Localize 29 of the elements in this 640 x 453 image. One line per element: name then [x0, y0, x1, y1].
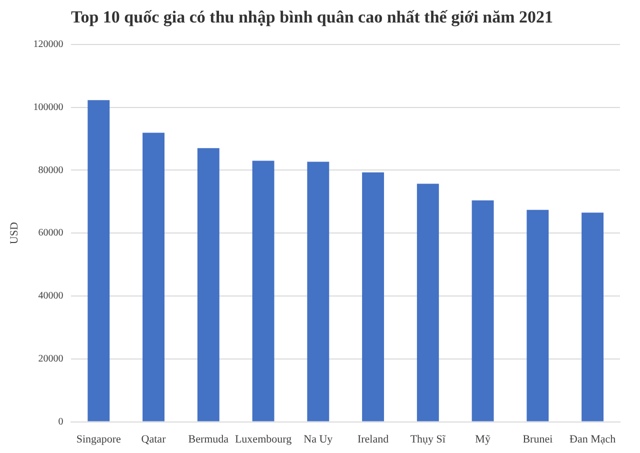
bar [526, 210, 549, 422]
chart-title: Top 10 quốc gia có thu nhập bình quân cao nhất thế giới năm 2021 [70, 8, 554, 27]
bar [362, 172, 384, 422]
y-tick-label: 100000 [33, 102, 64, 113]
bar [88, 100, 110, 422]
y-tick-label: 80000 [38, 164, 64, 176]
x-tick-label: Ireland [357, 433, 390, 446]
y-axis-title: USD [8, 222, 20, 244]
bar [472, 200, 494, 422]
x-tick-label: Mỹ [475, 433, 491, 446]
bar [582, 212, 604, 422]
x-tick-label: Singapore [76, 433, 122, 446]
bar [142, 132, 164, 422]
y-tick-label: 0 [58, 416, 64, 428]
y-tick-label: 20000 [38, 354, 64, 365]
x-tick-label: Qatar [141, 433, 166, 446]
x-tick-label: Bermuda [188, 433, 229, 446]
x-tick-label: Na Uy [304, 433, 334, 446]
x-tick-label: Brunei [522, 433, 553, 446]
x-tick-label: Luxembourg [234, 433, 292, 446]
y-tick-label: 40000 [38, 290, 64, 302]
bar [197, 148, 220, 422]
bar [416, 184, 439, 422]
y-tick-label: 60000 [38, 228, 64, 239]
y-tick-label: 120000 [33, 39, 64, 50]
bar [307, 162, 330, 422]
x-tick-label: Đan Mạch [569, 433, 616, 446]
x-tick-label: Thụy Sĩ [410, 433, 446, 446]
bar [252, 160, 274, 422]
